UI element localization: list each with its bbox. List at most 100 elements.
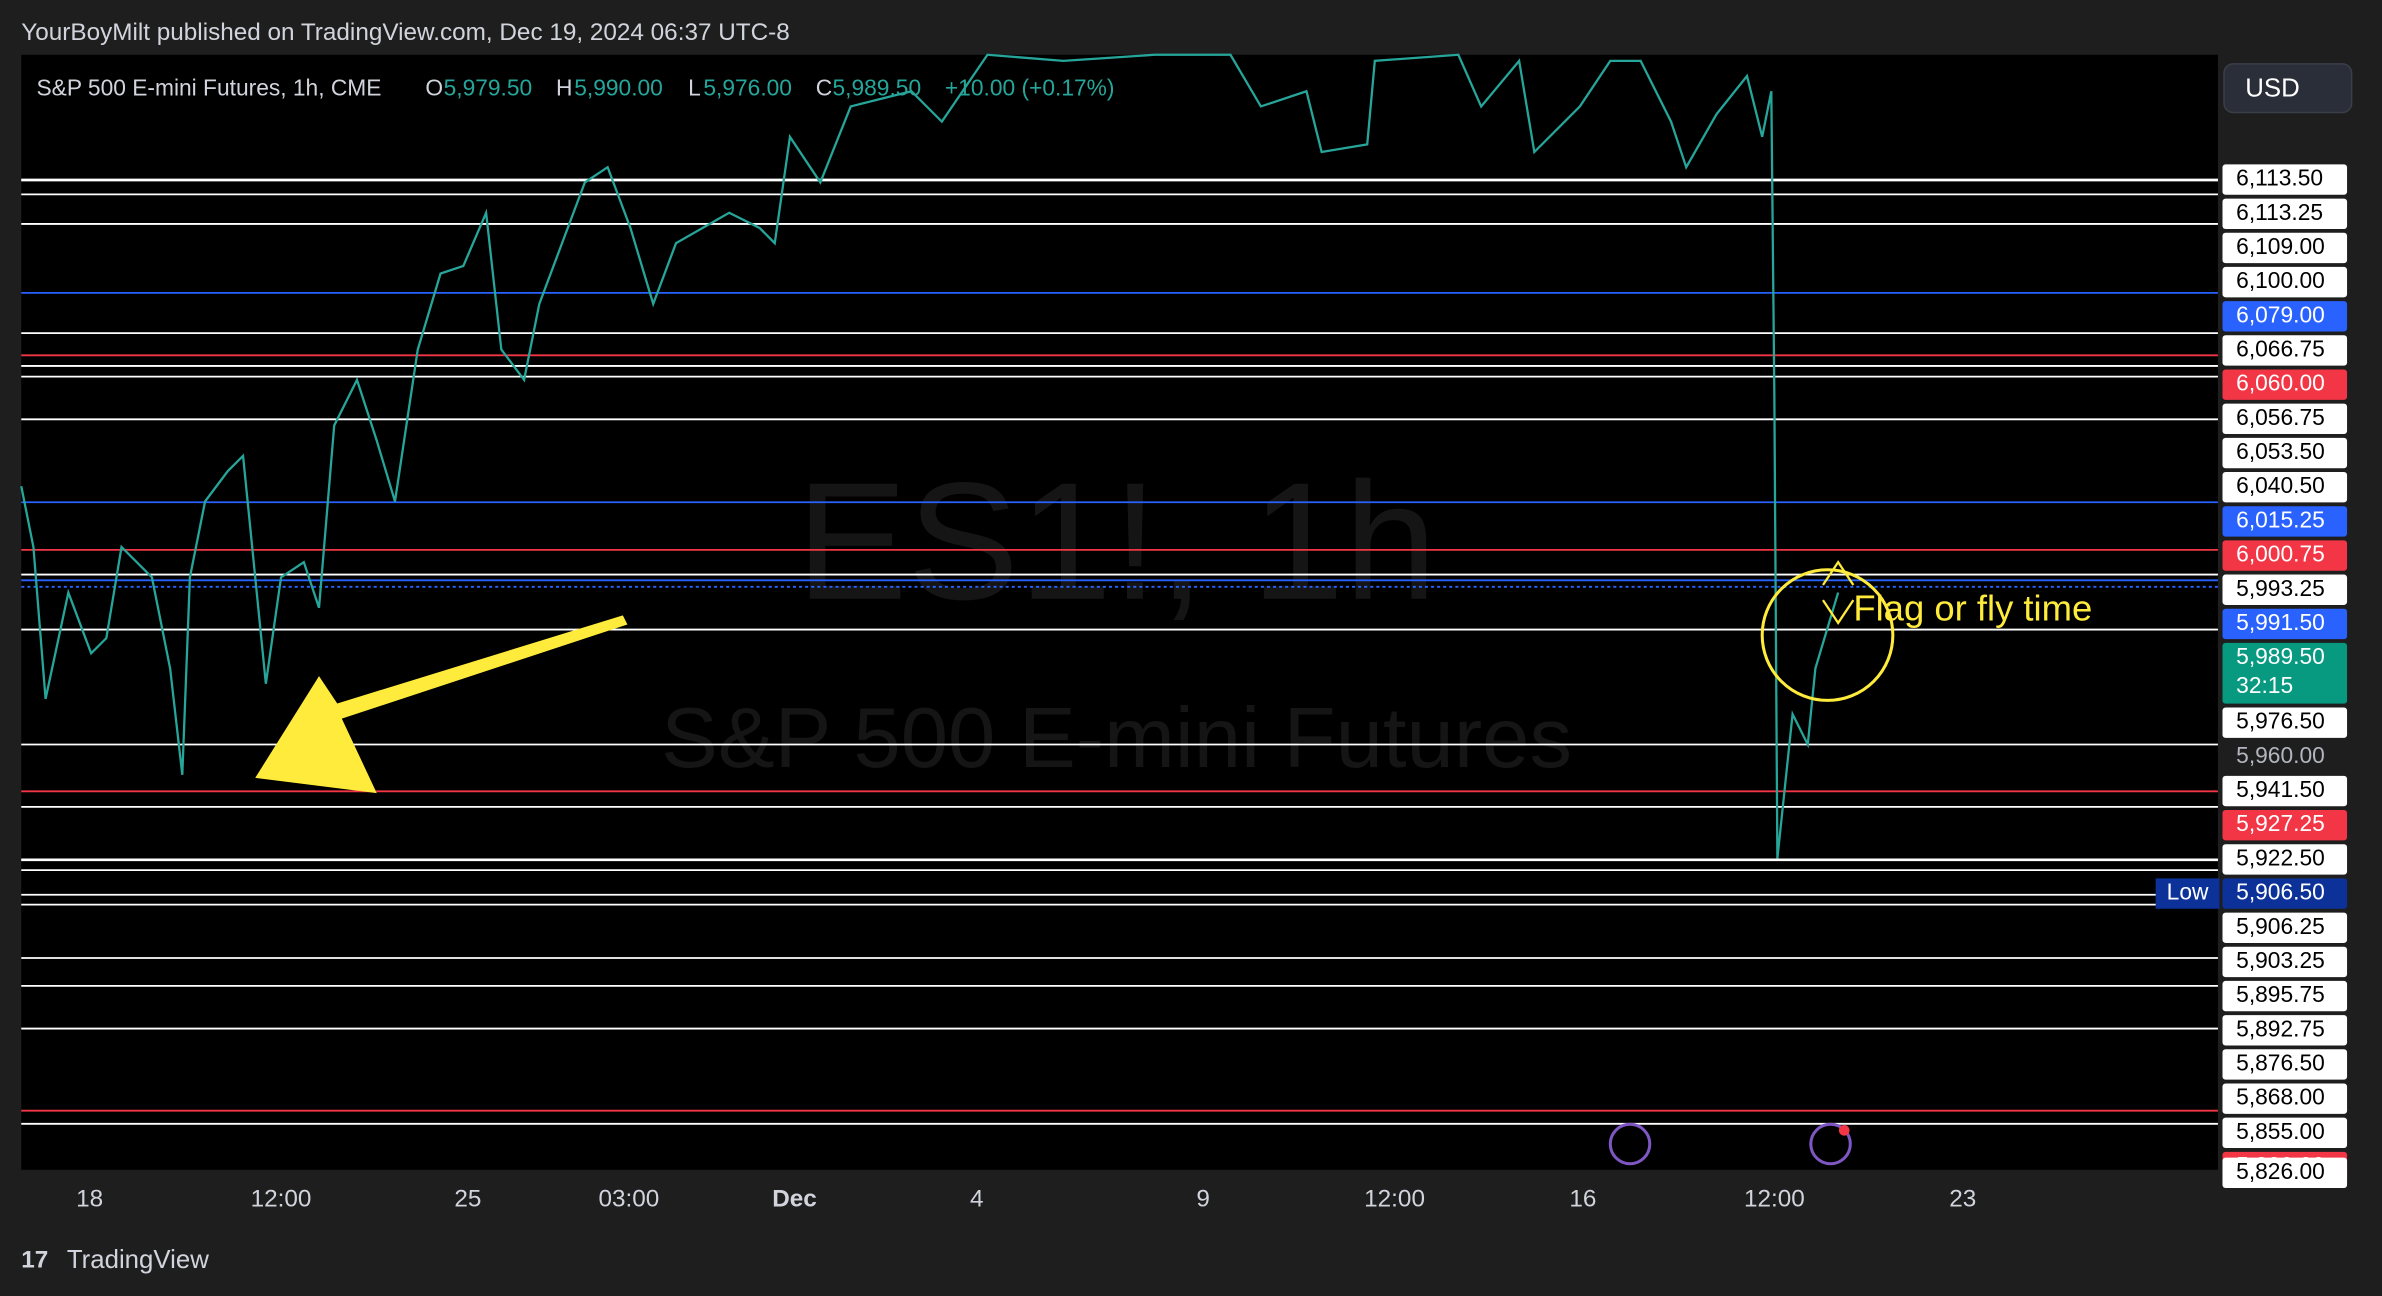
currency-button[interactable] [2223, 63, 2353, 114]
price-label: 5,960.00 [2236, 742, 2325, 768]
price-label-box [2222, 437, 2348, 469]
time-label: Dec [772, 1186, 817, 1213]
price-label: 5,906.25 [2236, 913, 2325, 939]
price-label: 5,922.50 [2236, 844, 2325, 870]
event-icon[interactable] [1809, 1122, 1852, 1166]
watermark-name: S&P 500 E-mini Futures [661, 691, 1572, 786]
time-label: 4 [970, 1186, 984, 1213]
price-label-box [2222, 946, 2348, 978]
price-label-box [2222, 574, 2348, 605]
symbol: S&P 500 E-mini Futures, 1h, CME [36, 75, 381, 101]
price-label-box [2222, 1157, 2348, 1189]
price-label: 5,993.25 [2236, 575, 2325, 601]
footer: 17 TradingView [21, 1246, 209, 1274]
footer-brand: TradingView [67, 1246, 209, 1274]
price-label-box [2222, 540, 2348, 571]
low-key: L [688, 75, 701, 101]
price-label-box [2222, 266, 2348, 298]
price-label: 5,906.50 [2236, 879, 2325, 905]
high-key: H [556, 75, 572, 101]
price-label: 5,941.50 [2236, 776, 2325, 802]
time-axis: 18 12:00 25 03:00 Dec 4 9 12:00 16 12:00 23 [76, 1186, 1976, 1213]
time-label: 03:00 [599, 1186, 660, 1213]
open-key: O [425, 75, 443, 101]
currency: USD [2245, 75, 2300, 103]
price-label: 6,113.25 [2236, 199, 2323, 225]
close-key: C [816, 75, 832, 101]
price-label: 6,015.25 [2236, 506, 2325, 532]
price-label: 5,855.00 [2236, 1118, 2325, 1144]
flag-arrows [1822, 560, 1855, 625]
publisher: YourBoyMilt published on TradingView.com… [21, 19, 789, 46]
price-label-box [2222, 369, 2348, 400]
price-label-box [2222, 1083, 2348, 1114]
watermark: ES1!, 1h S&P 500 E-mini Futures [661, 449, 1572, 786]
high: 5,990.00 [574, 75, 663, 101]
price-label-box [2222, 844, 2348, 875]
price-label: 5,876.50 [2236, 1049, 2325, 1075]
price-label-box [2222, 1117, 2348, 1149]
price-label: 6,040.50 [2236, 472, 2325, 498]
event-icon[interactable] [1608, 1122, 1652, 1166]
low: 5,976.00 [703, 75, 792, 101]
chart-area [21, 54, 2218, 1170]
time-label: 12:00 [1364, 1186, 1425, 1213]
annotation: Flag or fly time [1853, 587, 2092, 628]
price-label: 6,053.50 [2236, 438, 2325, 464]
price-label: 5,991.50 [2236, 609, 2325, 635]
price-label-box [2222, 472, 2348, 503]
price-label: 6,109.00 [2236, 233, 2325, 259]
time-label: 25 [454, 1186, 481, 1213]
price-label-box [2222, 980, 2348, 1012]
price-label-box [2222, 775, 2348, 807]
price-label: 5,868.00 [2236, 1084, 2325, 1110]
price-label-box [2222, 335, 2348, 366]
price-label: 6,066.75 [2236, 336, 2325, 362]
price-label: 5,826.00 [2236, 1158, 2325, 1184]
price-label-box [2222, 810, 2348, 841]
price-label: 5,892.75 [2236, 1015, 2325, 1041]
price-label: 6,056.75 [2236, 404, 2325, 430]
countdown: 32:15 [2236, 672, 2293, 698]
highlight-circle [1760, 568, 1895, 702]
low-tag: Low [2167, 879, 2209, 905]
close: 5,989.50 [832, 75, 921, 101]
price-label: 5,927.25 [2236, 810, 2325, 836]
price-label: 6,100.00 [2236, 267, 2325, 293]
price-label-box [2222, 1015, 2348, 1046]
price-label-box [2222, 301, 2348, 332]
time-label: 9 [1196, 1186, 1210, 1213]
price-label-box [2222, 1049, 2348, 1080]
price-label-box [2222, 912, 2348, 943]
watermark-ticker: ES1!, 1h [796, 449, 1437, 635]
price-label-box [2222, 403, 2348, 435]
legend: S&P 500 E-mini Futures, 1h, CME O 5,979.… [36, 75, 1114, 101]
price-label: 6,060.00 [2236, 370, 2325, 396]
arrow [255, 615, 628, 794]
logo-mark: 17 [21, 1246, 48, 1273]
time-label: 12:00 [1744, 1186, 1805, 1213]
price-label: 5,903.25 [2236, 947, 2325, 973]
price-label: 6,000.75 [2236, 541, 2325, 567]
price-label-box [2222, 707, 2348, 738]
price-label-box [2222, 878, 2348, 909]
time-label: 18 [76, 1186, 103, 1213]
price-label-box [2222, 232, 2348, 264]
time-label: 12:00 [251, 1186, 312, 1213]
price-label: 5,989.50 [2236, 643, 2325, 669]
price-label-box [2222, 608, 2348, 640]
price-label: 5,976.50 [2236, 708, 2325, 734]
levels [21, 178, 2218, 1125]
open: 5,979.50 [444, 75, 533, 101]
change: +10.00 (+0.17%) [945, 75, 1115, 101]
price-label: 5,895.75 [2236, 981, 2325, 1007]
price-label-box [2222, 164, 2348, 195]
price-label-box [2222, 198, 2348, 229]
event-dot [1838, 1125, 1850, 1136]
price-label-box [2222, 642, 2348, 704]
time-label: 16 [1569, 1186, 1596, 1213]
low-tag-box [2155, 878, 2220, 909]
price-label: 6,079.00 [2236, 301, 2325, 327]
